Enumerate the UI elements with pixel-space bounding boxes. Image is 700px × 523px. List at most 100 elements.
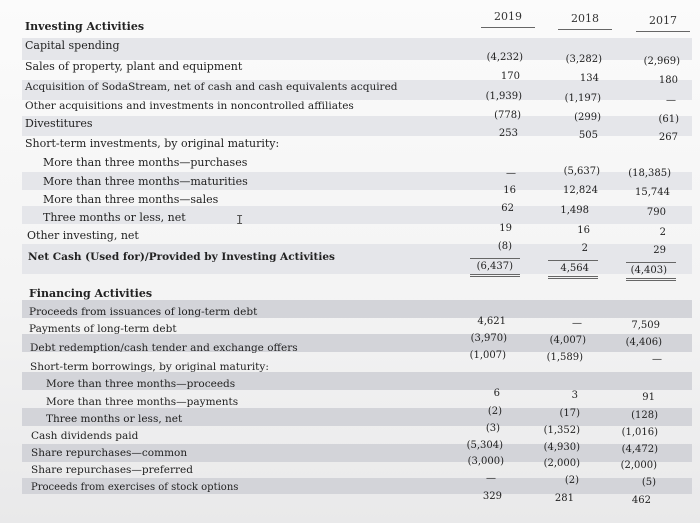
value-2017: 267 bbox=[658, 132, 678, 143]
column-header-label: 2017 bbox=[649, 14, 677, 27]
value-2019: 62 bbox=[501, 203, 514, 214]
financing-heading: Financing Activities bbox=[29, 287, 153, 300]
row-label: Net Cash (Used for)/Provided by Investin… bbox=[28, 251, 335, 263]
value-2018: 134 bbox=[579, 73, 599, 84]
text-cursor-icon: I bbox=[236, 213, 244, 227]
table-row: Acquisition of SodaStream, net of cash a… bbox=[0, 81, 700, 106]
table-row: More than three months—payments (2) (17)… bbox=[0, 396, 700, 421]
value-2017: 790 bbox=[646, 207, 666, 218]
financing-heading-row: Financing Activities bbox=[0, 287, 700, 305]
value-2019: 4,621 bbox=[477, 316, 506, 327]
row-label: Share repurchases—common bbox=[31, 447, 188, 459]
row-label: Cash dividends paid bbox=[31, 430, 139, 442]
value-2018: (17) bbox=[559, 408, 580, 419]
row-label: Proceeds from issuances of long-term deb… bbox=[29, 306, 258, 318]
value-2018: 16 bbox=[577, 225, 590, 236]
value-2017: (2,000) bbox=[620, 460, 657, 471]
value-2019: (8) bbox=[497, 241, 512, 252]
value-2017: (18,385) bbox=[628, 168, 671, 179]
value-2019: (2) bbox=[487, 406, 502, 417]
row-label: Share repurchases—preferred bbox=[31, 464, 193, 476]
value-2019: (4,232) bbox=[486, 52, 523, 63]
table-row: Share repurchases—common (3,000) (2,000)… bbox=[0, 447, 700, 471]
row-label: Other acquisitions and investments in no… bbox=[25, 100, 354, 112]
table-row: More than three months—purchases — (5,63… bbox=[0, 156, 700, 179]
net-cash-investing-row: Net Cash (Used for)/Provided by Investin… bbox=[0, 251, 700, 276]
table-row: More than three months—sales 62 1,498 79… bbox=[0, 193, 700, 218]
table-row: Capital spending (4,232) (3,282) (2,969) bbox=[0, 39, 700, 67]
value-2018: (2) bbox=[564, 475, 579, 486]
value-2019: (3) bbox=[485, 423, 500, 434]
value-2019: 253 bbox=[498, 128, 518, 139]
table-row: Sales of property, plant and equipment 1… bbox=[0, 60, 700, 86]
value-2019: 16 bbox=[503, 185, 516, 196]
table-row: Divestitures 253 505 267 bbox=[0, 117, 700, 143]
row-label: Payments of long-term debt bbox=[29, 323, 177, 335]
value-2018: 1,498 bbox=[560, 205, 589, 216]
table-row: Short-term investments, by original matu… bbox=[0, 137, 700, 155]
table-row: Other investing, net (8) 2 29 bbox=[0, 229, 700, 256]
row-label: More than three months—proceeds bbox=[46, 378, 236, 390]
column-header-label: 2019 bbox=[494, 10, 522, 23]
column-header-2019: 2019 bbox=[473, 10, 543, 28]
table-row: Three months or less, net (3) (1,352) (1… bbox=[0, 413, 700, 438]
row-label: Short-term investments, by original matu… bbox=[25, 137, 280, 150]
value-2018: 3 bbox=[571, 390, 578, 401]
column-header-2018: 2018 bbox=[550, 12, 620, 30]
table-row: Cash dividends paid (5,304) (4,930) (4,4… bbox=[0, 430, 700, 455]
column-header-label: 2018 bbox=[571, 12, 599, 25]
value-2017: (1,016) bbox=[621, 427, 658, 438]
value-2018: (1,589) bbox=[546, 352, 583, 363]
row-label: Proceeds from exercises of stock options bbox=[31, 482, 239, 493]
value-2018: (1,197) bbox=[564, 93, 601, 104]
value-2018: 281 bbox=[554, 493, 574, 504]
value-2017: (4,403) bbox=[630, 265, 667, 276]
value-2017: 15,744 bbox=[635, 187, 670, 198]
investing-heading-row: Investing Activities bbox=[0, 20, 700, 38]
value-2018: (2,000) bbox=[543, 458, 580, 469]
value-2018: 505 bbox=[578, 130, 598, 141]
value-2017: 2 bbox=[659, 227, 666, 238]
value-2018: (4,930) bbox=[543, 442, 580, 453]
row-label: Three months or less, net bbox=[46, 413, 183, 425]
value-2017: 91 bbox=[642, 392, 655, 403]
row-label: Acquisition of SodaStream, net of cash a… bbox=[25, 81, 398, 93]
row-label: Capital spending bbox=[25, 39, 120, 52]
value-2017: (2,969) bbox=[643, 56, 680, 67]
row-label: More than three months—sales bbox=[43, 193, 219, 206]
table-row: Proceeds from exercises of stock options… bbox=[0, 482, 700, 506]
value-2019: (5,304) bbox=[466, 440, 503, 451]
value-2018: (5,637) bbox=[563, 166, 600, 177]
value-2019: (3,000) bbox=[467, 456, 504, 467]
value-2018: (4,007) bbox=[549, 335, 586, 346]
row-label: More than three months—maturities bbox=[43, 175, 248, 188]
table-row: Debt redemption/cash tender and exchange… bbox=[0, 342, 700, 365]
row-label: More than three months—payments bbox=[46, 396, 239, 408]
value-2018: (3,282) bbox=[565, 54, 602, 65]
value-2017: 29 bbox=[653, 245, 666, 256]
value-2019: 6 bbox=[493, 388, 500, 399]
table-row: More than three months—maturities 16 12,… bbox=[0, 175, 700, 198]
value-2017: (4,472) bbox=[621, 444, 658, 455]
value-2019: 170 bbox=[500, 71, 520, 82]
value-2018: (1,352) bbox=[543, 425, 580, 436]
investing-heading: Investing Activities bbox=[25, 20, 145, 33]
row-label: Divestitures bbox=[25, 117, 93, 130]
row-label: Sales of property, plant and equipment bbox=[25, 60, 243, 73]
table-row: Share repurchases—preferred — (2) (5) bbox=[0, 464, 700, 488]
value-2019: (778) bbox=[494, 110, 521, 121]
value-2019: 19 bbox=[499, 223, 512, 234]
row-label: More than three months—purchases bbox=[43, 156, 248, 169]
value-2018: (299) bbox=[574, 112, 601, 123]
value-2019: 329 bbox=[482, 491, 502, 502]
row-label: Three months or less, net bbox=[43, 211, 186, 224]
value-2019: (3,970) bbox=[470, 333, 507, 344]
value-2017: (5) bbox=[641, 477, 656, 488]
row-label: Short-term borrowings, by original matur… bbox=[30, 361, 269, 373]
value-2017: (4,406) bbox=[625, 337, 662, 348]
value-2017: — bbox=[652, 354, 662, 365]
table-row: Three months or less, net 19 16 2 bbox=[0, 211, 700, 238]
value-2018: 2 bbox=[581, 243, 588, 254]
value-2017: 7,509 bbox=[631, 320, 660, 331]
